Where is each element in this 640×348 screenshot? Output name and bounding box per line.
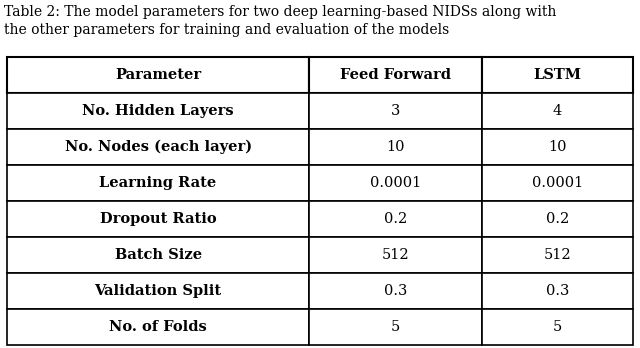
Bar — [482, 57, 633, 93]
Text: No. Hidden Layers: No. Hidden Layers — [83, 104, 234, 118]
Bar — [482, 309, 633, 345]
Bar — [309, 309, 482, 345]
Text: 512: 512 — [543, 248, 572, 262]
Bar — [309, 57, 482, 93]
Text: No. Nodes (each layer): No. Nodes (each layer) — [65, 140, 252, 154]
Text: 10: 10 — [387, 140, 405, 154]
Bar — [7, 201, 309, 237]
Text: 0.3: 0.3 — [384, 284, 407, 298]
Text: LSTM: LSTM — [534, 68, 582, 82]
Bar — [482, 93, 633, 129]
Bar — [309, 201, 482, 237]
Bar — [482, 201, 633, 237]
Text: Dropout Ratio: Dropout Ratio — [100, 212, 216, 226]
Bar — [7, 93, 309, 129]
Bar — [7, 273, 309, 309]
Bar — [309, 273, 482, 309]
Text: Table 2: The model parameters for two deep learning-based NIDSs along with: Table 2: The model parameters for two de… — [4, 5, 556, 19]
Text: 0.2: 0.2 — [546, 212, 569, 226]
Bar — [309, 237, 482, 273]
Bar — [309, 165, 482, 201]
Bar — [7, 57, 309, 93]
Text: Feed Forward: Feed Forward — [340, 68, 451, 82]
Text: 10: 10 — [548, 140, 566, 154]
Text: 5: 5 — [553, 320, 562, 334]
Bar — [482, 129, 633, 165]
Bar — [7, 129, 309, 165]
Bar — [482, 273, 633, 309]
Text: Validation Split: Validation Split — [95, 284, 221, 298]
Text: 0.3: 0.3 — [546, 284, 569, 298]
Text: 512: 512 — [381, 248, 410, 262]
Text: 3: 3 — [391, 104, 400, 118]
Text: 0.0001: 0.0001 — [370, 176, 421, 190]
Bar — [309, 93, 482, 129]
Bar — [309, 129, 482, 165]
Bar — [7, 309, 309, 345]
Text: Parameter: Parameter — [115, 68, 201, 82]
Text: 0.0001: 0.0001 — [532, 176, 583, 190]
Text: 4: 4 — [553, 104, 562, 118]
Bar — [7, 237, 309, 273]
Bar — [482, 165, 633, 201]
Bar — [482, 237, 633, 273]
Text: Batch Size: Batch Size — [115, 248, 202, 262]
Bar — [7, 165, 309, 201]
Text: Learning Rate: Learning Rate — [99, 176, 217, 190]
Text: 5: 5 — [391, 320, 400, 334]
Text: 0.2: 0.2 — [384, 212, 407, 226]
Text: the other parameters for training and evaluation of the models: the other parameters for training and ev… — [4, 23, 449, 37]
Text: No. of Folds: No. of Folds — [109, 320, 207, 334]
